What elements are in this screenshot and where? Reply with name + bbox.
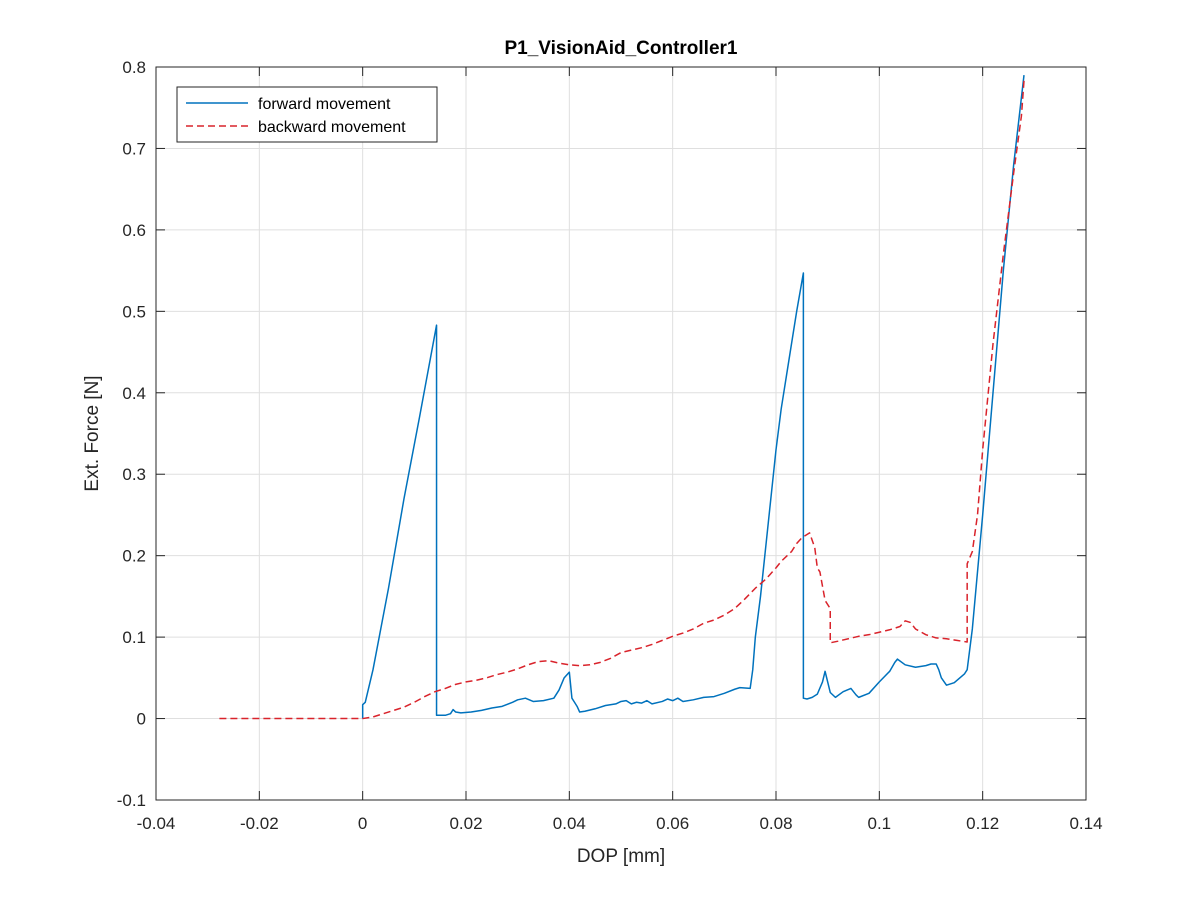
x-tick-label: -0.04 bbox=[137, 814, 176, 833]
legend-box bbox=[176, 86, 438, 143]
plot-area bbox=[156, 67, 1086, 800]
series-line-backward bbox=[215, 80, 1025, 720]
axes-box bbox=[155, 66, 1087, 801]
chart-title: P1_VisionAid_Controller1 bbox=[505, 38, 738, 59]
y-tick-label: 0.2 bbox=[122, 547, 146, 566]
x-tick-label: 0.1 bbox=[868, 814, 892, 833]
y-tick-label: 0.8 bbox=[122, 58, 146, 77]
ticks: -0.04 -0.02 0 0.02 0.04 0.06 0.08 0.1 0.12 0.14 -0… bbox=[117, 58, 1103, 833]
series-group bbox=[215, 75, 1025, 720]
legend-label-backward: backward movement bbox=[258, 119, 406, 136]
y-tick-label: 0.4 bbox=[122, 384, 146, 403]
x-tick-label: -0.02 bbox=[240, 814, 279, 833]
x-tick-label: 0.02 bbox=[449, 814, 482, 833]
y-tick-label: 0.7 bbox=[122, 139, 146, 158]
y-tick-label: 0 bbox=[137, 710, 146, 729]
y-tick-label: 0.1 bbox=[122, 628, 146, 647]
y-axis-label: Ext. Force [N] bbox=[82, 375, 103, 491]
x-tick-label: 0.06 bbox=[656, 814, 689, 833]
series-line-forward bbox=[361, 75, 1025, 719]
y-tick-label: 0.5 bbox=[122, 302, 146, 321]
y-tick-label: -0.1 bbox=[117, 791, 146, 810]
x-tick-label: 0.08 bbox=[759, 814, 792, 833]
x-tick-label: 0.12 bbox=[966, 814, 999, 833]
x-axis-label: DOP [mm] bbox=[577, 846, 665, 867]
legend: forward movement backward movement bbox=[176, 86, 438, 143]
x-tick-label: 0.14 bbox=[1069, 814, 1102, 833]
y-tick-label: 0.3 bbox=[122, 465, 146, 484]
x-tick-label: 0.04 bbox=[553, 814, 586, 833]
legend-label-forward: forward movement bbox=[258, 96, 391, 113]
x-tick-label: 0 bbox=[358, 814, 367, 833]
y-tick-label: 0.6 bbox=[122, 221, 146, 240]
